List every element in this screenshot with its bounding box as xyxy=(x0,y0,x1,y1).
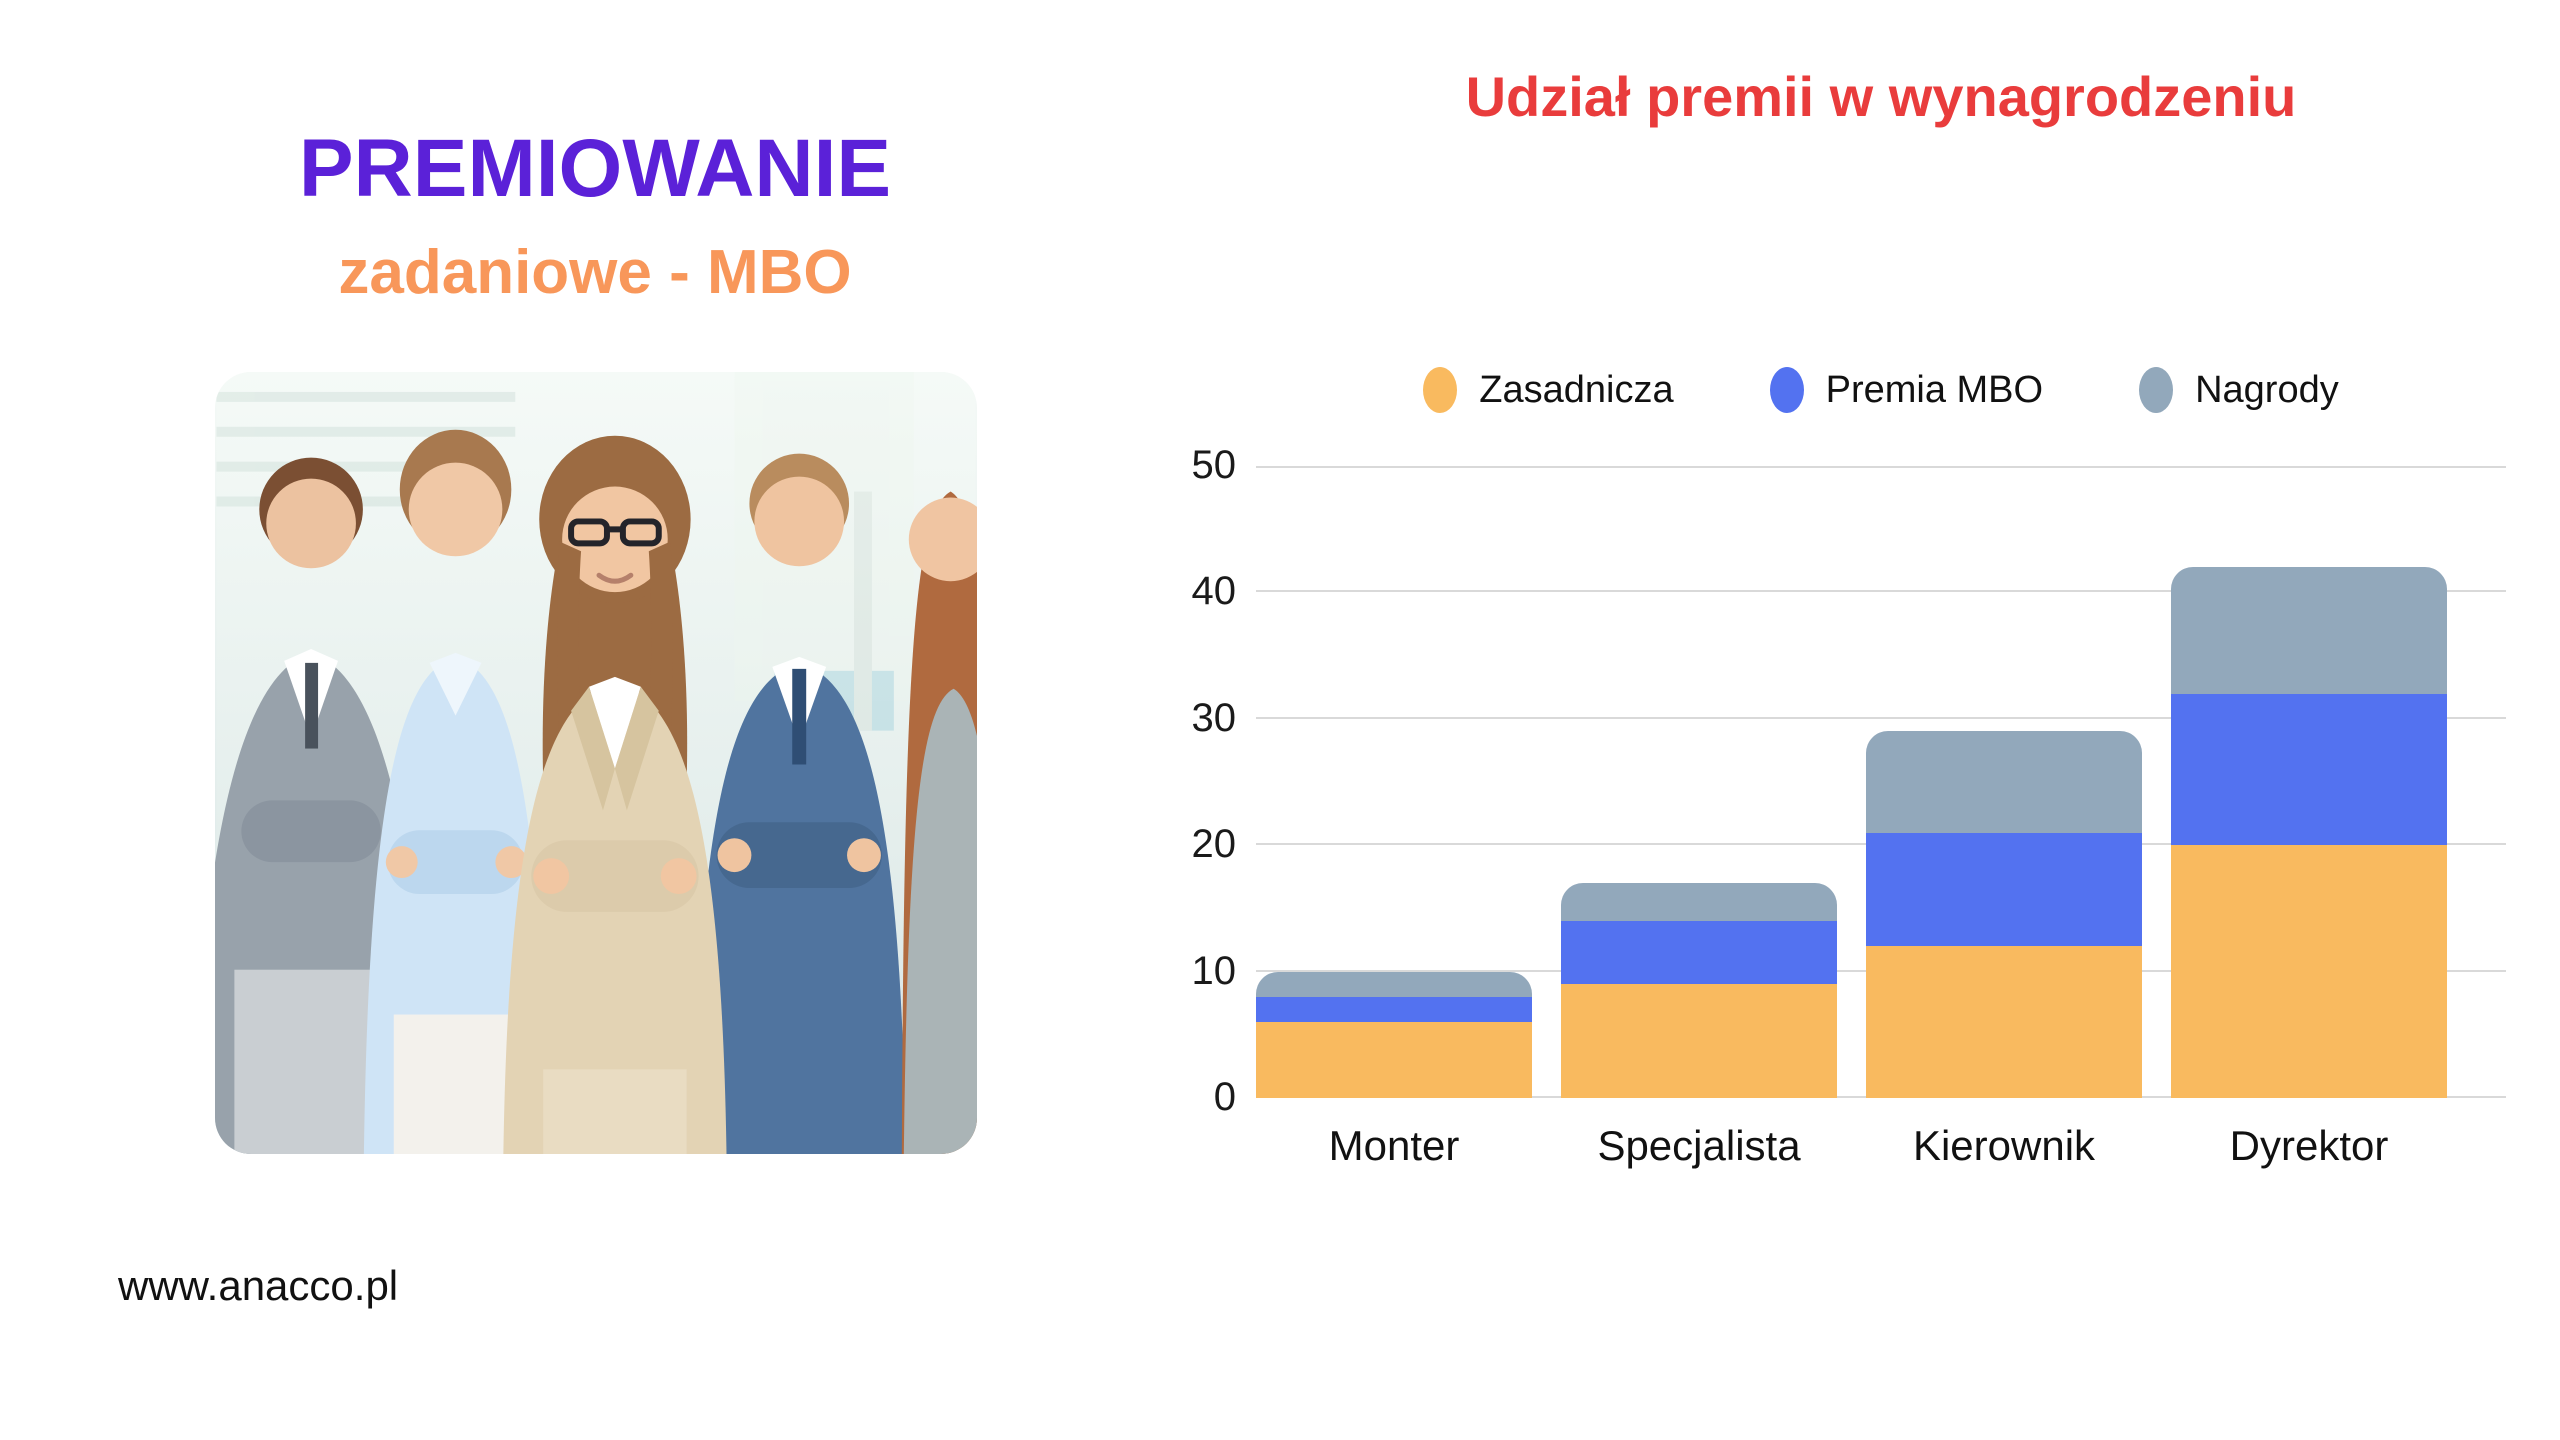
legend-dot-premia-mbo-icon xyxy=(1769,367,1804,413)
category-label-specjalista: Specjalista xyxy=(1597,1122,1801,1169)
bar-segment-nagrody xyxy=(1866,731,2142,833)
category-label-monter: Monter xyxy=(1328,1122,1460,1169)
y-tick-label: 20 xyxy=(1191,822,1237,867)
bar-segment-zasadnicza xyxy=(1866,946,2142,1098)
legend-dot-nagrody-icon xyxy=(2139,367,2174,413)
gridline xyxy=(1256,466,2506,468)
bar-specjalista xyxy=(1561,883,1837,1098)
legend-item-zasadnicza: Zasadnicza xyxy=(1423,367,1674,413)
legend-item-nagrody: Nagrody xyxy=(2139,367,2339,413)
y-tick-label: 50 xyxy=(1191,443,1237,487)
team-photo-illustration xyxy=(215,372,977,1154)
chart-title: Udział premii w wynagrodzeniu xyxy=(1465,65,2297,128)
page-title: PREMIOWANIE xyxy=(298,123,892,214)
person-auburn-hair xyxy=(901,491,977,1154)
legend-item-premia-mbo: Premia MBO xyxy=(1769,367,2044,413)
plot-area xyxy=(1256,466,2506,1098)
bar-segment-nagrody xyxy=(1256,971,1532,997)
y-tick-label: 40 xyxy=(1191,569,1237,614)
legend-label: Zasadnicza xyxy=(1479,368,1674,411)
gridline xyxy=(1256,590,2506,593)
team-photo xyxy=(215,372,977,1154)
x-axis-labels: Monter Specjalista Kierownik Dyrektor xyxy=(1256,1122,2506,1182)
legend-dot-zasadnicza-icon xyxy=(1423,367,1458,413)
person-blue-suit xyxy=(692,453,906,1154)
y-axis: 0 10 20 30 40 50 xyxy=(1120,443,1237,1119)
gridline xyxy=(1256,716,2506,719)
bar-segment-nagrody xyxy=(2171,567,2447,694)
bar-segment-zasadnicza xyxy=(1256,1022,1532,1098)
bar-segment-zasadnicza xyxy=(2171,845,2447,1098)
y-tick-label: 10 xyxy=(1191,948,1237,993)
bar-segment-premia-mbo xyxy=(1256,996,1532,1023)
bar-dyrektor xyxy=(2171,567,2447,1098)
website-url: www.anacco.pl xyxy=(118,1262,399,1309)
category-label-kierownik: Kierownik xyxy=(1912,1122,2096,1169)
y-tick-label: 30 xyxy=(1191,695,1237,740)
bar-segment-premia-mbo xyxy=(1866,832,2142,947)
chart-legend: Zasadnicza Premia MBO Nagrody xyxy=(1256,358,2506,422)
bar-segment-premia-mbo xyxy=(2171,693,2447,846)
bar-segment-premia-mbo xyxy=(1561,921,1837,985)
page-subtitle: zadaniowe - MBO xyxy=(338,238,852,307)
bar-monter xyxy=(1256,971,1532,1098)
person-beige-suit xyxy=(503,435,727,1154)
person-blue-blouse xyxy=(363,429,548,1154)
legend-label: Nagrody xyxy=(2195,368,2339,411)
bar-segment-zasadnicza xyxy=(1561,984,1837,1098)
y-tick-label: 0 xyxy=(1213,1075,1236,1119)
legend-label: Premia MBO xyxy=(1825,368,2044,411)
bar-segment-nagrody xyxy=(1561,883,1837,922)
category-label-dyrektor: Dyrektor xyxy=(2229,1122,2389,1169)
bar-kierownik xyxy=(1866,731,2142,1098)
